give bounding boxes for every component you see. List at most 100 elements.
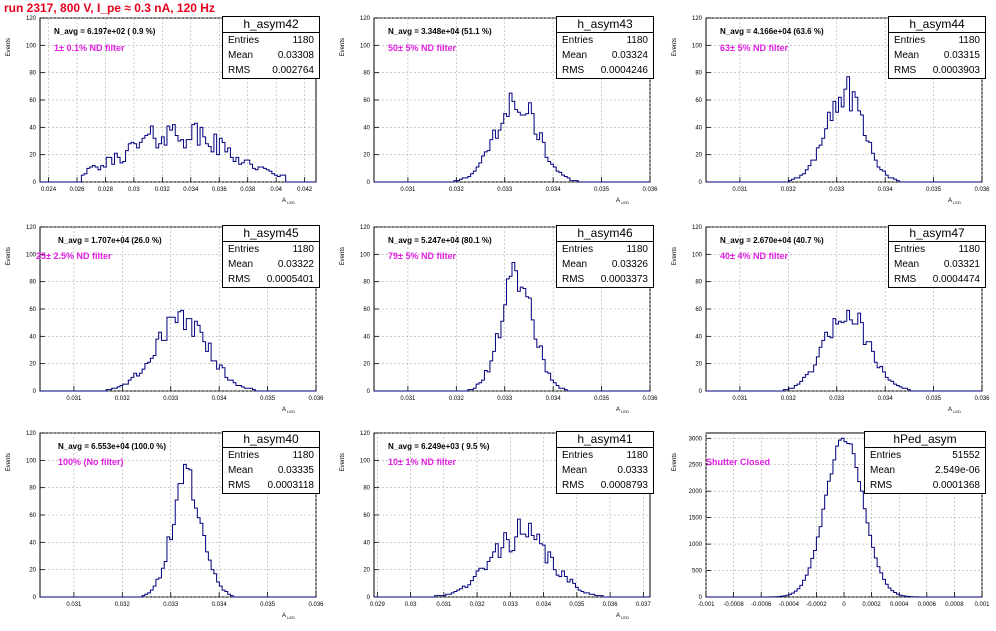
x-tick-label: 0.032 [781,187,797,193]
y-tick-label: 100 [360,458,371,464]
x-tick-label: 0.0006 [918,602,937,608]
entries-value: 1180 [626,244,648,255]
histogram-name: h_asym40 [223,432,319,448]
x-axis-label-subscript: LED [286,200,295,205]
y-tick-label: 0 [699,389,703,395]
y-tick-label: 20 [29,568,36,574]
filter-label: 10± 1% ND filter [388,457,456,467]
mean-label: Mean [894,50,920,61]
rms-value: 0.0004246 [600,65,648,76]
entries-label: Entries [894,244,926,255]
x-tick-label: 0.035 [926,187,942,193]
mean-value: 0.03335 [277,465,314,476]
histogram-line [40,309,316,392]
x-tick-label: 0.034 [536,602,552,608]
x-axis-label-subscript: LED [620,615,629,620]
histogram-panel-h-asym47: 0 20 40 60 80 100 120 0.031 0.032 0.033 0.034 0.035… [666,225,990,425]
n-avg-label: N_avg = 6.249e+03 ( 9.5 %) [388,442,490,451]
x-tick-label: 0.031 [400,396,416,402]
rms-label: RMS [562,65,585,76]
entries-value: 1180 [626,450,648,461]
x-tick-label: 0.031 [66,602,82,608]
entries-label: Entries [870,450,902,461]
y-tick-label: 20 [363,153,370,159]
rms-value: 0.0003373 [600,274,648,285]
histogram-plot: 0 500 1000 1500 2000 2500 3000 -0.001 -0.0008 -0.… [672,432,990,608]
n-avg-label: N_avg = 5.247e+04 (80.1 %) [388,236,492,245]
filter-label: Shutter Closed [706,457,771,467]
y-tick-label: 20 [695,362,702,368]
x-tick-label: 0.032 [155,187,171,193]
mean-value: 0.03324 [611,50,648,61]
y-tick-label: 120 [26,431,37,437]
x-tick-label: -0.0008 [723,602,744,608]
y-axis-label: Events [340,38,346,56]
y-tick-label: 120 [360,225,371,231]
x-tick-label: 0.034 [212,396,228,402]
mean-value: 0.03322 [277,259,314,270]
y-tick-label: 2500 [689,463,703,469]
rms-label: RMS [562,480,585,491]
entries-label: Entries [562,35,594,46]
x-tick-label: 0.034 [878,396,894,402]
filter-label: 50± 5% ND filter [388,43,456,53]
x-tick-label: 0.031 [732,396,748,402]
y-axis-label: Events [340,453,346,471]
histogram-line [40,122,316,183]
y-tick-label: 120 [360,16,371,22]
y-tick-label: 2000 [689,489,703,495]
x-tick-label: 0.035 [594,187,610,193]
x-axis-label-subscript: LED [620,409,629,414]
stats-box: h_asym40 Entries 1180 Mean 0.03335 RMS 0.00… [222,431,320,494]
y-tick-label: 500 [692,569,703,575]
mean-label: Mean [562,259,588,270]
y-tick-label: 60 [363,307,370,313]
y-tick-label: 40 [695,334,702,340]
filter-label: 25± 2.5% ND filter [36,251,112,261]
mean-label: Mean [228,259,254,270]
x-tick-label: 0.042 [297,187,313,193]
y-tick-label: 120 [692,225,703,231]
y-axis-label: Events [672,38,678,56]
histogram-line [706,437,982,598]
y-tick-label: 80 [29,280,36,286]
entries-value: 1180 [958,35,980,46]
mean-label: Mean [562,50,588,61]
y-tick-label: 20 [363,568,370,574]
x-tick-label: 0.033 [497,396,513,402]
y-tick-label: 3000 [689,436,703,442]
y-tick-label: 20 [363,362,370,368]
rms-label: RMS [228,65,251,76]
x-tick-label: -0.0006 [751,602,772,608]
x-tick-label: 0.036 [212,187,228,193]
histogram-name: h_asym41 [557,432,653,448]
x-tick-label: 0.029 [370,602,386,608]
x-tick-label: 0.036 [642,187,658,193]
x-tick-label: 0.035 [260,602,276,608]
x-tick-label: 0.034 [183,187,199,193]
x-tick-label: -0.0002 [806,602,827,608]
y-tick-label: 0 [367,389,371,395]
histogram-name: h_asym44 [889,17,985,33]
x-tick-label: -0.001 [697,602,715,608]
x-tick-label: 0.031 [436,602,452,608]
mean-value: 0.03308 [277,50,314,61]
entries-label: Entries [228,35,260,46]
y-axis-label: Events [6,38,12,56]
y-tick-label: 100 [360,43,371,49]
y-tick-label: 100 [26,252,37,258]
stats-box: h_asym42 Entries 1180 Mean 0.03308 RMS 0.00… [222,16,320,79]
n-avg-label: N_avg = 2.670e+04 (40.7 %) [720,236,824,245]
y-tick-label: 20 [29,362,36,368]
mean-value: 2.549e-06 [934,465,980,476]
histogram-plot: 0 20 40 60 80 100 120 0.031 0.032 0.033 0.034 0.035… [340,16,658,205]
x-axis-label: A LED [948,407,961,414]
x-axis-label-subscript: LED [952,409,961,414]
x-tick-label: 0.034 [546,187,562,193]
rms-value: 0.0004474 [932,274,980,285]
y-tick-label: 100 [26,43,37,49]
x-tick-label: 0.033 [503,602,519,608]
n-avg-label: N_avg = 3.348e+04 (51.1 %) [388,27,492,36]
stats-box: h_asym44 Entries 1180 Mean 0.03315 RMS 0.00… [888,16,986,79]
filter-label: 100% (No filter) [58,457,124,467]
